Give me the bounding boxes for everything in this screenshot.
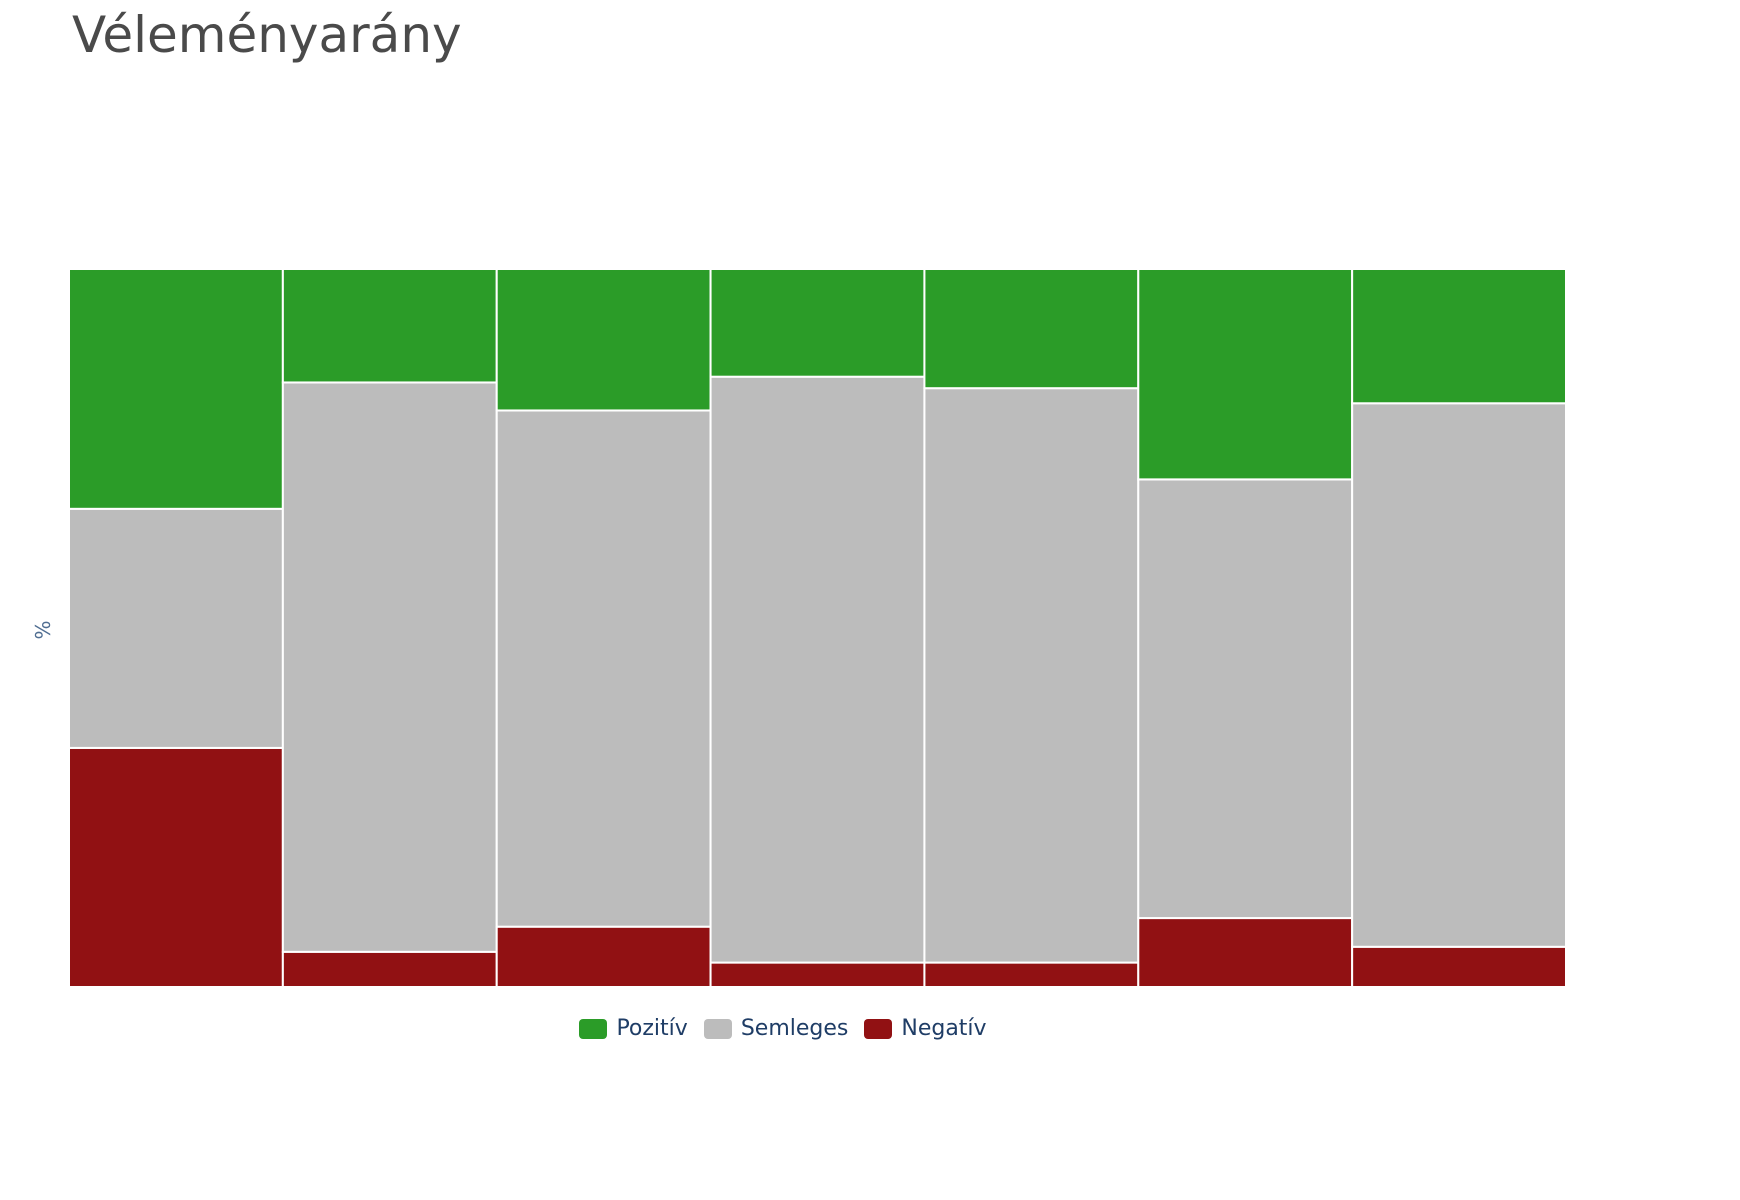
- legend-label: Pozitív: [616, 1016, 688, 1041]
- bar-segment-semleges-1[interactable]: [68, 507, 284, 749]
- legend-swatch-negativ: [864, 1018, 893, 1039]
- legend: Pozitív Semleges Negatív: [0, 1016, 1566, 1041]
- bar-segment-negatív-6[interactable]: [1137, 917, 1354, 989]
- legend-item-semleges[interactable]: Semleges: [703, 1016, 849, 1041]
- bar-segment-pozitív-7[interactable]: [1351, 268, 1567, 405]
- legend-swatch-semleges: [703, 1018, 732, 1039]
- legend-label: Semleges: [740, 1016, 849, 1041]
- bar-segment-semleges-2[interactable]: [281, 381, 498, 953]
- bar-segment-pozitív-4[interactable]: [709, 268, 926, 378]
- legend-label: Negatív: [901, 1016, 987, 1041]
- bar-segment-semleges-4[interactable]: [709, 375, 926, 964]
- legend-swatch-pozitiv: [579, 1018, 608, 1039]
- legend-item-negativ[interactable]: Negatív: [864, 1016, 987, 1041]
- bar-segment-pozitív-6[interactable]: [1137, 268, 1354, 481]
- bar-segment-semleges-3[interactable]: [495, 409, 712, 928]
- y-axis-label: %: [31, 620, 55, 639]
- bar-segment-negatív-5[interactable]: [923, 961, 1140, 989]
- bar-segment-semleges-6[interactable]: [1137, 478, 1354, 920]
- bar-segment-negatív-2[interactable]: [281, 950, 498, 988]
- bar-segment-pozitív-5[interactable]: [923, 268, 1140, 390]
- bars-layer: [68, 268, 1567, 989]
- bar-segment-pozitív-2[interactable]: [281, 268, 498, 384]
- legend-item-pozitiv[interactable]: Pozitív: [579, 1016, 688, 1041]
- bar-segment-pozitív-3[interactable]: [495, 268, 712, 412]
- bar-segment-semleges-7[interactable]: [1351, 402, 1567, 948]
- bar-segment-negatív-4[interactable]: [709, 961, 926, 989]
- bar-segment-negatív-3[interactable]: [495, 925, 712, 988]
- bar-segment-negatív-1[interactable]: [68, 746, 284, 988]
- chart-title: Véleményarány: [72, 6, 462, 64]
- bar-segment-negatív-7[interactable]: [1351, 945, 1567, 988]
- bar-segment-semleges-5[interactable]: [923, 387, 1140, 964]
- bar-segment-pozitív-1[interactable]: [68, 268, 284, 510]
